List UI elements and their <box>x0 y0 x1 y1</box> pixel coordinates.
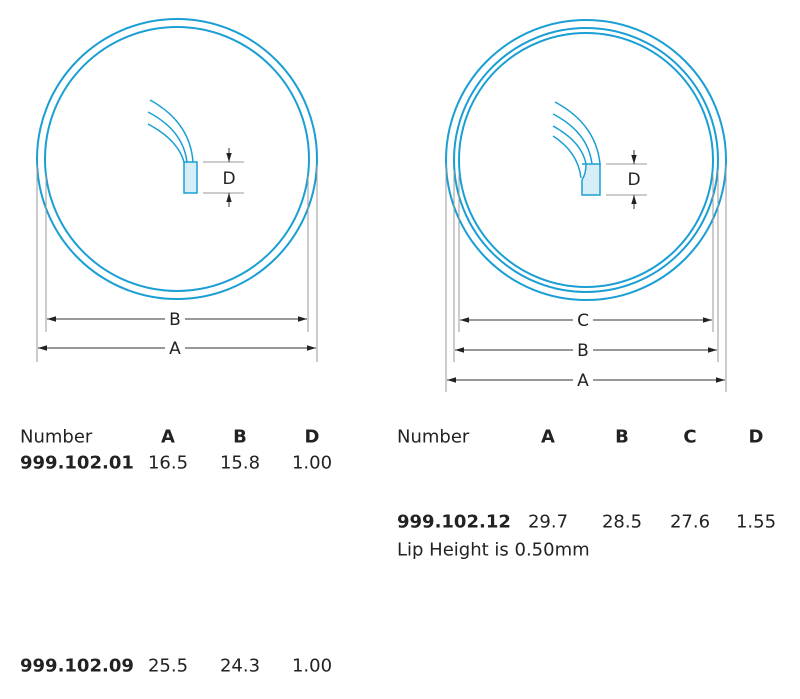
inner-circle <box>458 32 714 288</box>
seal-drawing-left: D B A <box>36 18 318 362</box>
dimension-label: C <box>577 311 589 331</box>
profile-arc <box>147 111 188 163</box>
table-note: Lip Height is 0.50mm <box>397 539 590 561</box>
dimension-label: B <box>169 310 181 330</box>
middle-circle <box>453 27 719 293</box>
outer-circle <box>36 18 318 300</box>
table-header: A <box>161 426 175 448</box>
part-number: 999.102.09 <box>20 655 134 677</box>
table-cell: 1.00 <box>291 655 333 677</box>
profile-arc <box>149 99 194 163</box>
dimension-label: D <box>222 169 235 189</box>
table-header: A <box>541 426 555 448</box>
table-cell: 16.5 <box>147 452 189 474</box>
dimension-label: D <box>627 170 640 190</box>
table-cell: 29.7 <box>527 511 569 533</box>
table-header: D <box>304 426 320 448</box>
profile-section <box>183 161 198 194</box>
profile-arc <box>554 101 601 165</box>
part-number: 999.102.01 <box>20 452 134 474</box>
table-cell: 24.3 <box>219 655 261 677</box>
table-cell: 28.5 <box>601 511 643 533</box>
drawings: D B A D C B <box>36 18 727 392</box>
table-cell: 15.8 <box>219 452 261 474</box>
profile-arc <box>552 113 593 165</box>
profile-arc <box>552 125 587 165</box>
dimension-label: A <box>577 371 589 391</box>
table-cell: 27.6 <box>669 511 711 533</box>
part-number: 999.102.12 <box>397 511 511 533</box>
inner-circle <box>44 26 310 292</box>
table-header: B <box>615 426 629 448</box>
profile-section <box>581 163 601 196</box>
profile-arc <box>552 135 582 179</box>
profile-arc <box>147 123 185 163</box>
table-header: C <box>683 426 697 448</box>
table-cell: 1.00 <box>291 452 333 474</box>
table-header: Number <box>20 426 93 448</box>
dimension-label: B <box>577 341 589 361</box>
table-header: Number <box>397 426 470 448</box>
outer-circle <box>445 19 727 301</box>
dimension-label: A <box>169 339 181 359</box>
table-cell: 1.55 <box>735 511 777 533</box>
table-header: D <box>748 426 764 448</box>
table-cell: 25.5 <box>147 655 189 677</box>
table-header: B <box>233 426 247 448</box>
seal-drawing-right: D C B A <box>445 19 727 392</box>
